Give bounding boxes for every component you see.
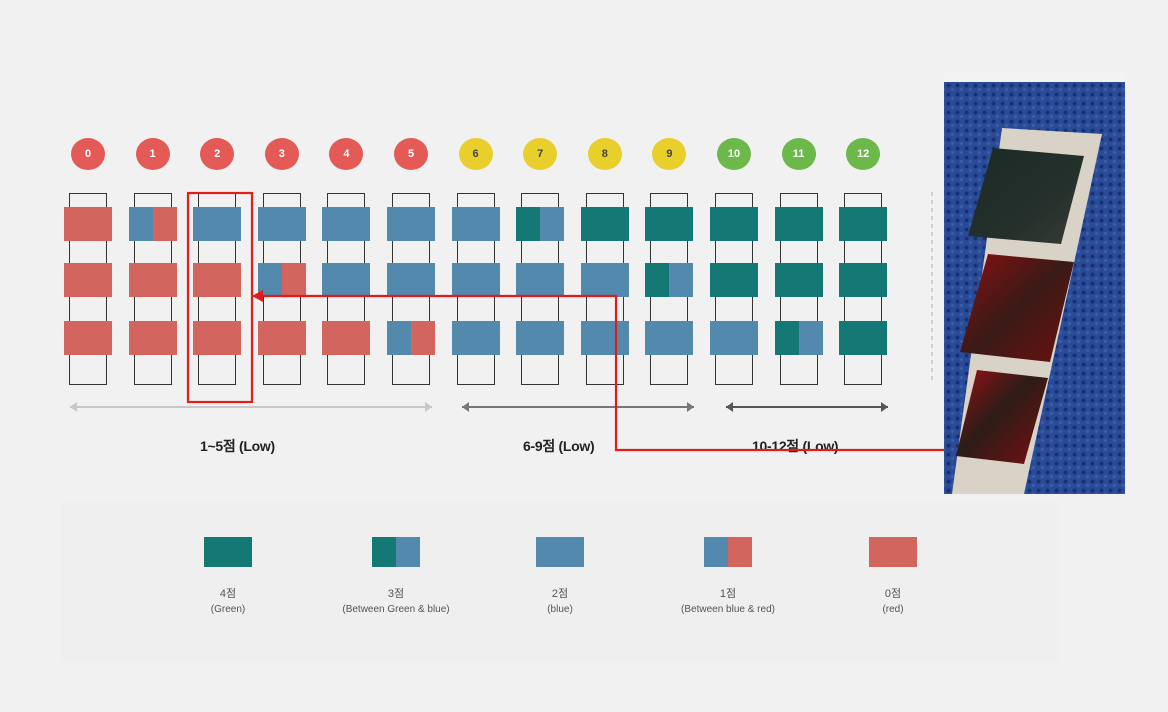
legend-points-4: 0점	[884, 588, 902, 600]
range-arrow-head-left-2	[726, 402, 733, 412]
strip-12-pad-1	[839, 263, 888, 297]
score-circle-7: 7	[523, 138, 558, 170]
strip-5-pad-0	[387, 207, 435, 241]
strip-6-pad-0	[451, 207, 500, 241]
strip-0-pad-1	[64, 263, 112, 297]
strip-11-pad-2	[774, 321, 823, 355]
strip-7-pad-1	[516, 263, 565, 297]
strip-8-pad-2	[580, 321, 629, 355]
legend-swatch-0	[204, 537, 252, 567]
legend-label-1: 3점 (Between Green & blue)	[306, 586, 486, 618]
range-arrow-head-left-0	[70, 402, 77, 412]
strip-1-pad-2	[128, 321, 177, 355]
strip-4-pad-0	[322, 207, 371, 241]
score-circle-12: 12	[846, 138, 881, 170]
legend-points-0: 4점	[219, 588, 237, 600]
score-circle-8: 8	[587, 138, 622, 170]
strip-4-pad-2	[322, 321, 371, 355]
legend-points-3: 1점	[719, 588, 737, 600]
strip-9-pad-2	[645, 321, 694, 355]
strip-9-pad-0	[645, 207, 694, 241]
strip-6-pad-2	[451, 321, 500, 355]
strip-0-pad-0	[64, 207, 112, 241]
strip-7-pad-2	[516, 321, 565, 355]
strip-10-pad-2	[710, 321, 758, 355]
score-circle-5: 5	[394, 138, 428, 170]
test-strip-image	[944, 72, 1125, 494]
strip-9-pad-1	[645, 263, 694, 297]
strip-3-pad-2	[257, 321, 306, 355]
strip-5-pad-1	[387, 263, 435, 297]
legend-points-2: 2점	[551, 588, 569, 600]
strip-10-pad-0	[710, 207, 758, 241]
strip-1-pad-0	[128, 207, 177, 241]
strip-5-pad-2	[387, 321, 435, 355]
legend-label-4: 0점 (red)	[803, 586, 983, 618]
legend-swatch-3	[704, 537, 752, 567]
strip-3-pad-0	[257, 207, 306, 241]
strip-4-pad-1	[322, 263, 371, 297]
range-arrow-head-right-2	[881, 402, 888, 412]
strip-7-pad-0	[516, 207, 565, 241]
legend-points-1: 3점	[387, 588, 405, 600]
strip-6-pad-1	[451, 263, 500, 297]
score-circle-0: 0	[71, 138, 105, 170]
range-label-0: 1~5점 (Low)	[200, 438, 275, 454]
legend-desc-2: (blue)	[547, 604, 573, 615]
legend-swatch-4	[869, 537, 917, 567]
strip-11-pad-0	[774, 207, 823, 241]
strip-8-pad-1	[580, 263, 629, 297]
strip-2-pad-2	[193, 321, 242, 355]
score-circle-3: 3	[264, 138, 299, 170]
legend-swatch-2	[536, 537, 584, 567]
test-strip-photo	[944, 72, 1125, 494]
legend-desc-0: (Green)	[210, 604, 246, 615]
legend-swatch-1	[372, 537, 420, 567]
score-circle-6: 6	[458, 138, 493, 170]
legend-label-3: 1점 (Between blue & red)	[638, 586, 818, 618]
range-label-2: 10-12점 (Low)	[752, 438, 839, 454]
score-circle-11: 11	[781, 138, 816, 170]
strip-1-pad-1	[128, 263, 177, 297]
range-arrow-head-right-1	[687, 402, 694, 412]
legend-desc-4: (red)	[882, 604, 904, 615]
strip-10-pad-1	[710, 263, 758, 297]
legend-panel	[62, 502, 1060, 662]
range-label-1: 6-9점 (Low)	[523, 438, 595, 454]
score-circle-9: 9	[652, 138, 687, 170]
strip-12-pad-0	[839, 207, 888, 241]
score-circle-2: 2	[200, 138, 235, 170]
score-circle-1: 1	[135, 138, 170, 170]
strip-8-pad-0	[580, 207, 629, 241]
score-circle-10: 10	[717, 138, 751, 170]
legend-label-0: 4점 (Green)	[138, 586, 318, 618]
legend-desc-1: (Between Green & blue)	[342, 604, 450, 615]
score-circle-4: 4	[329, 138, 364, 170]
strip-12-pad-2	[839, 321, 888, 355]
range-arrow-head-left-1	[462, 402, 469, 412]
legend-label-2: 2점 (blue)	[470, 586, 650, 618]
legend-desc-3: (Between blue & red)	[681, 604, 775, 615]
range-arrow-head-right-0	[425, 402, 432, 412]
strip-2-pad-0	[193, 207, 242, 241]
strip-11-pad-1	[774, 263, 823, 297]
strip-2-pad-1	[193, 263, 242, 297]
strip-3-pad-1	[257, 263, 306, 297]
strip-0-pad-2	[64, 321, 112, 355]
